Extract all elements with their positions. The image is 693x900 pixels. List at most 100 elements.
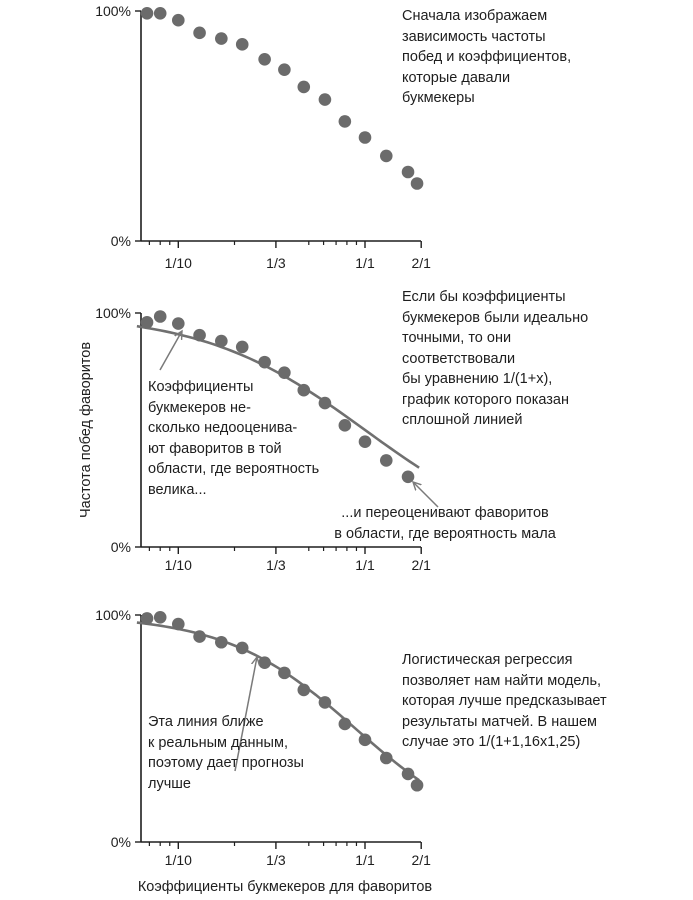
annotation-line: результаты матчей. В нашем bbox=[402, 713, 597, 730]
data-point bbox=[235, 340, 249, 354]
x-tick-label: 1/3 bbox=[266, 557, 286, 573]
annotation-line: сплошной линией bbox=[402, 412, 523, 428]
data-point bbox=[140, 316, 154, 329]
data-point bbox=[193, 630, 206, 643]
annotation-line: поэтому дает прогнозы bbox=[148, 755, 304, 771]
y-tick-label: 100% bbox=[95, 305, 131, 321]
data-point bbox=[338, 115, 352, 128]
data-point bbox=[358, 733, 372, 747]
data-point bbox=[338, 419, 352, 432]
x-tick-label: 1/10 bbox=[165, 557, 192, 573]
x-tick-label: 1/1 bbox=[355, 852, 375, 868]
annotation-arrow bbox=[234, 657, 257, 772]
annotation-line: зависимость частоты bbox=[402, 28, 546, 45]
fit-curve bbox=[136, 621, 420, 782]
annotation-line: позволяет нам найти модель, bbox=[402, 672, 602, 689]
x-tick-label: 2/1 bbox=[411, 852, 431, 868]
data-point bbox=[193, 26, 206, 40]
data-point bbox=[318, 396, 332, 410]
data-point bbox=[140, 612, 154, 625]
data-point bbox=[153, 7, 167, 20]
y-tick-label: 0% bbox=[111, 233, 131, 249]
data-point bbox=[153, 310, 167, 323]
data-point bbox=[401, 165, 415, 179]
chart-panel-3: 0% 100% 1/10 1/3 1/1 2/1 Коэффициенты букмекер… bbox=[95, 607, 432, 895]
data-point bbox=[358, 131, 372, 144]
annotation-text: Если бы коэффициенты букмекеров были идеа… bbox=[402, 287, 588, 431]
data-point bbox=[215, 334, 228, 348]
y-tick-label: 100% bbox=[95, 607, 131, 623]
chart-panel-2: 0% 100% 1/10 1/3 1/1 2/1 Частота побед фаворит… bbox=[78, 305, 431, 573]
data-point bbox=[318, 696, 332, 709]
annotation-line: точными, то они bbox=[402, 330, 512, 346]
annotation-line: букмекеров были идеально bbox=[402, 309, 589, 326]
data-point bbox=[297, 683, 311, 697]
annotation-line: ют фаворитов в той bbox=[148, 440, 282, 457]
data-point bbox=[140, 7, 154, 20]
x-tick-label: 1/10 bbox=[165, 852, 192, 868]
data-point bbox=[193, 328, 206, 342]
chart-panel-1: 0% 100% 1/10 1/3 1/1 2/1 bbox=[95, 3, 431, 271]
data-point bbox=[235, 38, 249, 51]
data-point bbox=[358, 435, 372, 449]
annotation-line: график которого показан bbox=[402, 391, 570, 408]
x-tick-label: 1/3 bbox=[266, 852, 286, 868]
annotation-line: Логистическая регрессия bbox=[402, 652, 573, 668]
x-tick-label: 2/1 bbox=[411, 255, 431, 271]
annotation-line: в области, где вероятность мала bbox=[334, 525, 556, 542]
annotation-line: области, где вероятность bbox=[148, 461, 320, 477]
annotation-line: букмекеров не- bbox=[148, 399, 251, 416]
annotation-text: ...и переоценивают фаворитов в области, г… bbox=[334, 503, 556, 544]
annotation-arrow bbox=[413, 482, 439, 508]
data-point bbox=[215, 635, 228, 649]
annotation-text: Сначала изображаем зависимость частоты поб… bbox=[402, 6, 571, 109]
fit-curve bbox=[136, 324, 420, 469]
data-point bbox=[297, 80, 311, 94]
annotation-line: лучше bbox=[148, 775, 191, 792]
data-point bbox=[379, 751, 393, 765]
data-point bbox=[172, 13, 185, 27]
data-point bbox=[410, 177, 424, 190]
y-tick-label: 0% bbox=[111, 539, 131, 555]
data-point bbox=[172, 617, 185, 631]
y-axis-title: Частота побед фаворитов bbox=[78, 342, 94, 518]
annotation-line: случае это 1/(1+1,16x1,25) bbox=[402, 734, 581, 750]
annotation-line: велика... bbox=[148, 481, 207, 498]
data-point bbox=[258, 53, 271, 66]
x-tick-label: 1/10 bbox=[165, 255, 192, 271]
data-point bbox=[338, 717, 352, 731]
data-point bbox=[258, 355, 271, 369]
annotation-line: соответствовали bbox=[402, 350, 516, 367]
annotation-arrow bbox=[159, 331, 182, 371]
annotation-text: Логистическая регрессия позволяет нам най… bbox=[402, 650, 607, 753]
annotation-line: которые давали bbox=[402, 69, 511, 86]
data-point bbox=[401, 470, 415, 484]
data-point bbox=[172, 317, 185, 330]
y-tick-label: 0% bbox=[111, 834, 131, 850]
data-point bbox=[278, 63, 291, 76]
data-point bbox=[318, 93, 332, 106]
annotation-line: ...и переоценивают фаворитов bbox=[341, 505, 549, 521]
data-point bbox=[379, 454, 393, 467]
annotation-line: бы уравнению 1/(1+x), bbox=[402, 371, 553, 387]
x-tick-label: 1/1 bbox=[355, 557, 375, 573]
annotation-text: Эта линия ближе к реальным данным, поэтому… bbox=[148, 712, 304, 794]
annotation-line: побед и коэффициентов, bbox=[402, 49, 572, 65]
data-point bbox=[278, 366, 291, 379]
x-axis-title: Коэффициенты букмекеров для фаворитов bbox=[138, 879, 433, 895]
annotation-line: к реальным данным, bbox=[148, 734, 288, 751]
annotation-line: Коэффициенты bbox=[148, 379, 254, 395]
annotation-text: Коэффициенты букмекеров не-сколько недооц… bbox=[148, 377, 319, 500]
x-tick-label: 1/1 bbox=[355, 255, 375, 271]
data-point bbox=[153, 610, 167, 624]
x-tick-label: 1/3 bbox=[266, 255, 286, 271]
annotation-line: сколько недооценива- bbox=[148, 420, 298, 436]
annotation-line: которая лучше предсказывает bbox=[402, 693, 607, 709]
data-point bbox=[235, 641, 249, 655]
annotation-line: Если бы коэффициенты bbox=[402, 289, 566, 305]
annotation-line: Эта линия ближе bbox=[148, 714, 264, 730]
data-point bbox=[215, 32, 228, 45]
data-point bbox=[401, 767, 415, 781]
annotation-line: букмекеры bbox=[402, 90, 475, 106]
